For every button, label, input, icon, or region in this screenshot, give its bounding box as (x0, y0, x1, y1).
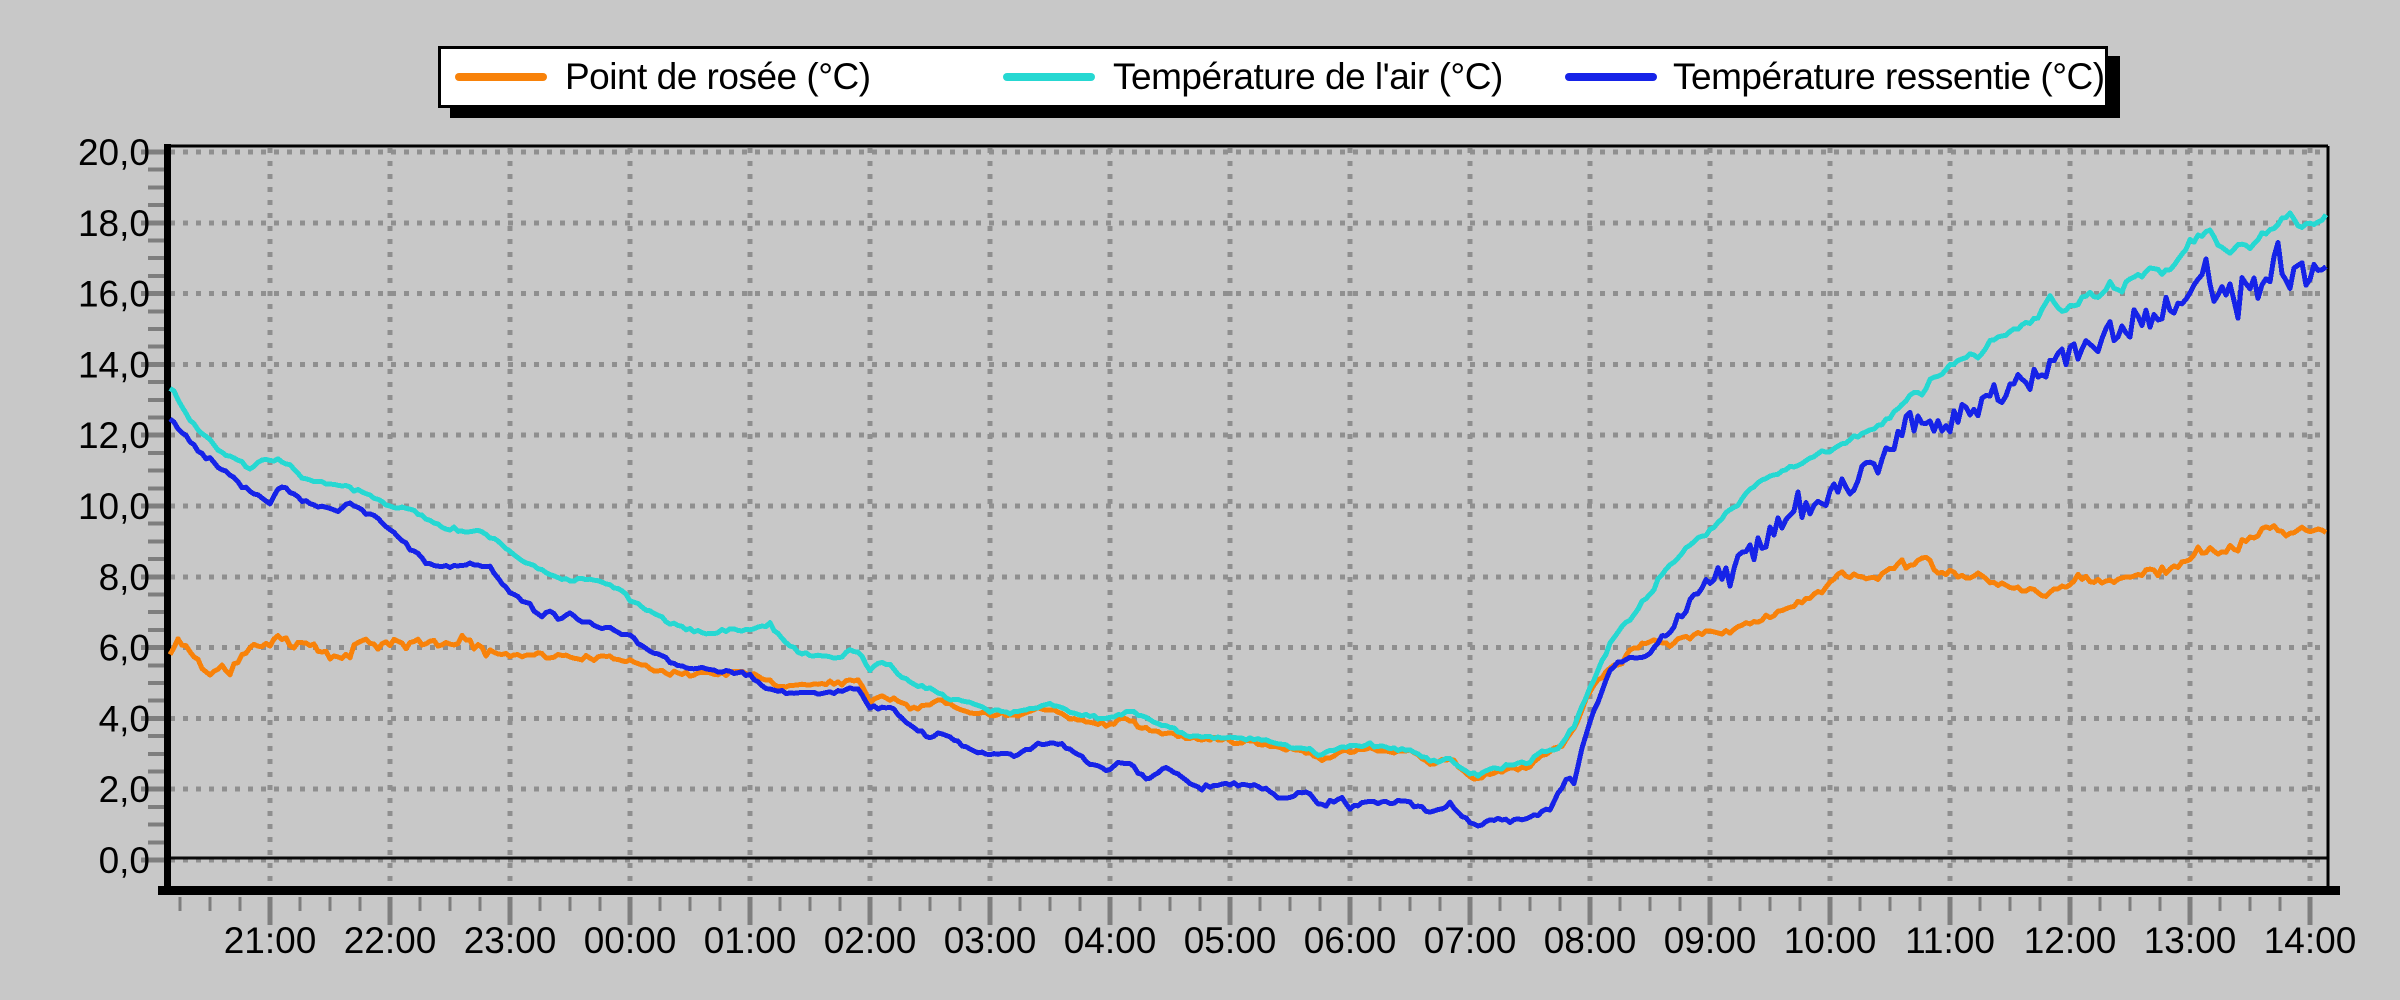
x-axis-label: 21:00 (224, 920, 317, 961)
x-axis-label: 10:00 (1784, 920, 1877, 961)
y-axis-label: 2,0 (99, 769, 150, 810)
x-axis-label: 02:00 (824, 920, 917, 961)
x-axis-label: 06:00 (1304, 920, 1397, 961)
legend-line-air-temperature-icon (1003, 73, 1095, 81)
series-line-air-temperature (168, 210, 2329, 779)
y-axis-label: 6,0 (99, 628, 150, 669)
x-axis-label: 07:00 (1424, 920, 1517, 961)
y-axis-label: 4,0 (99, 698, 150, 739)
x-axis-label: 22:00 (344, 920, 437, 961)
y-axis-label: 14,0 (78, 344, 150, 385)
x-axis-label: 14:00 (2264, 920, 2357, 961)
x-axis-label: 01:00 (704, 920, 797, 961)
y-axis-line (164, 144, 171, 895)
legend-label-air-temperature: Température de l'air (°C) (1113, 56, 1503, 97)
legend-label-feels-like-temperature: Température ressentie (°C) (1673, 56, 2105, 97)
y-axis-label: 20,0 (78, 132, 150, 173)
legend-line-feels-like-temperature-icon (1565, 73, 1657, 81)
x-axis-label: 03:00 (944, 920, 1037, 961)
y-axis-label: 12,0 (78, 415, 150, 456)
x-axis-label: 13:00 (2144, 920, 2237, 961)
legend-label-dew-point: Point de rosée (°C) (565, 56, 871, 97)
legend-line-dew-point-icon (455, 73, 547, 81)
x-axis-label: 11:00 (1905, 920, 1995, 961)
x-axis-label: 23:00 (464, 920, 557, 961)
x-axis-label: 04:00 (1064, 920, 1157, 961)
y-axis-label: 18,0 (78, 203, 150, 244)
x-axis-label: 05:00 (1184, 920, 1277, 961)
x-axis-label: 08:00 (1544, 920, 1637, 961)
x-axis-label: 12:00 (2024, 920, 2117, 961)
series-line-feels-like-temperature (168, 240, 2328, 829)
x-axis-label: 09:00 (1664, 920, 1757, 961)
y-axis-label: 16,0 (78, 274, 150, 315)
x-axis-label: 00:00 (584, 920, 677, 961)
x-axis-line (158, 886, 2340, 895)
y-axis-label: 8,0 (99, 557, 150, 598)
y-axis-label: 0,0 (99, 840, 150, 881)
chart-legend: Point de rosée (°C) Température de l'air… (438, 46, 2108, 108)
y-axis-label: 10,0 (78, 486, 150, 527)
